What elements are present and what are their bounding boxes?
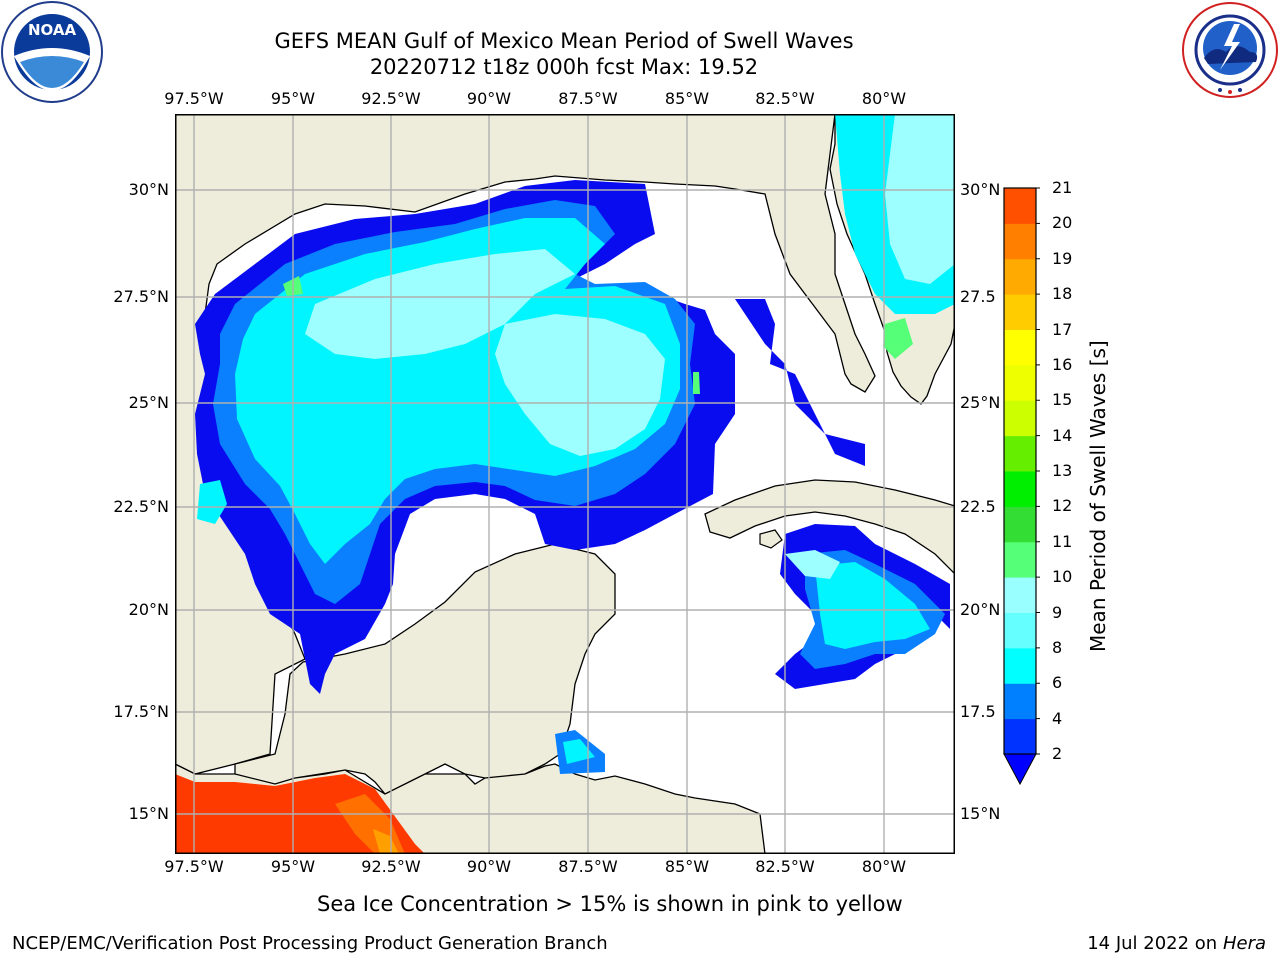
colorbar-tick-label: 12	[1052, 496, 1073, 516]
lon-tick-bottom: 97.5°W	[164, 857, 224, 876]
colorbar	[1000, 186, 1040, 786]
colorbar-tick-label: 8	[1052, 637, 1063, 657]
lat-tick-left: 30°N	[128, 180, 169, 199]
colorbar-swatch	[1004, 647, 1036, 684]
footer-host: Hera	[1222, 933, 1266, 954]
lon-tick-bottom: 95°W	[270, 857, 316, 876]
land-cuba	[704, 479, 956, 576]
colorbar-tick-label: 6	[1052, 673, 1063, 693]
colorbar-tick-label: 11	[1052, 531, 1073, 551]
colorbar-swatch	[1004, 506, 1036, 543]
lon-tick-bottom: 85°W	[664, 857, 710, 876]
colorbar-swatch	[1004, 294, 1036, 330]
colorbar-tick-label: 13	[1052, 461, 1073, 480]
colorbar-tick-label: 18	[1052, 284, 1073, 304]
noaa-logo-text: NOAA	[28, 21, 77, 39]
colorbar-tick-label: 16	[1052, 354, 1073, 374]
lat-tick-left: 22.5°N	[113, 497, 169, 516]
colorbar-label: Mean Period of Swell Waves [s]	[1086, 340, 1110, 652]
lat-tick-right: 27.5	[960, 287, 996, 306]
colorbar-under-triangle	[1003, 753, 1037, 786]
colorbar-swatch	[1004, 683, 1036, 720]
map-canvas	[174, 113, 956, 855]
footer-credit: NCEP/EMC/Verification Post Processing Pr…	[12, 933, 608, 954]
lat-tick-right: 17.5	[960, 702, 996, 721]
noaa-logo: NOAA	[0, 0, 105, 105]
lat-tick-right: 15°N	[960, 804, 1001, 823]
lon-tick-top: 90°W	[466, 89, 512, 108]
lat-tick-left: 17.5°N	[113, 702, 169, 721]
colorbar-swatch	[1004, 223, 1036, 260]
lon-tick-bottom: 90°W	[466, 857, 512, 876]
lat-tick-right: 25°N	[960, 393, 1001, 412]
colorbar-tick-label: 15	[1052, 390, 1073, 410]
nws-logo	[1180, 0, 1280, 100]
colorbar-tick-label: 21	[1052, 178, 1073, 197]
colorbar-tick-label: 14	[1052, 425, 1073, 445]
graticule	[175, 114, 955, 854]
map-title: GEFS MEAN Gulf of Mexico Mean Period of …	[274, 29, 854, 53]
colorbar-swatch	[1004, 612, 1036, 649]
lon-tick-top: 92.5°W	[361, 89, 421, 108]
colorbar-tick-label: 4	[1052, 708, 1063, 728]
colorbar-swatch	[1004, 400, 1036, 437]
colorbar-tick-label: 2	[1052, 744, 1063, 763]
colorbar-swatch	[1004, 577, 1036, 613]
colorbar-swatch	[1004, 471, 1036, 507]
lat-tick-left: 25°N	[128, 393, 169, 412]
lat-tick-left: 27.5°N	[113, 287, 169, 306]
lon-tick-bottom: 92.5°W	[361, 857, 421, 876]
lon-tick-top: 85°W	[664, 89, 710, 108]
colorbar-tick-label: 17	[1052, 319, 1073, 339]
colorbar-swatch	[1004, 435, 1036, 472]
footer-date-text: 14 Jul 2022 on	[1087, 933, 1218, 954]
colorbar-swatch	[1004, 718, 1036, 755]
map-subtitle: 20220712 t18z 000h fcst Max: 19.52	[369, 55, 759, 79]
lon-tick-bottom: 80°W	[861, 857, 907, 876]
lon-tick-top: 95°W	[270, 89, 316, 108]
lat-tick-right: 30°N	[960, 180, 1001, 199]
lon-tick-top: 97.5°W	[164, 89, 224, 108]
colorbar-swatch	[1004, 329, 1036, 366]
lon-tick-top: 87.5°W	[558, 89, 618, 108]
colorbar-swatch	[1004, 188, 1036, 224]
footer-date: 14 Jul 2022 on Hera	[1087, 933, 1266, 954]
lat-tick-right: 20°N	[960, 600, 1001, 619]
colorbar-swatch	[1004, 364, 1036, 401]
lon-tick-bottom: 87.5°W	[558, 857, 618, 876]
colorbar-tick-label: 20	[1052, 213, 1073, 233]
swell-field-light-cyan	[305, 249, 575, 359]
colorbar-tick-label: 19	[1052, 248, 1073, 268]
colorbar-tick-label: 10	[1052, 567, 1073, 587]
colorbar-swatch	[1004, 541, 1036, 578]
lat-tick-left: 20°N	[128, 600, 169, 619]
lon-tick-top: 80°W	[861, 89, 907, 108]
land-isle-of-youth	[759, 529, 783, 549]
lat-tick-left: 15°N	[128, 804, 169, 823]
lon-tick-top: 82.5°W	[755, 89, 815, 108]
colorbar-swatch	[1004, 258, 1036, 295]
colorbar-tick-label: 9	[1052, 602, 1063, 622]
lat-tick-right: 22.5	[960, 497, 996, 516]
sea-ice-note: Sea Ice Concentration > 15% is shown in …	[317, 892, 903, 916]
map-panel	[174, 113, 956, 855]
lon-tick-bottom: 82.5°W	[755, 857, 815, 876]
colorbar-ticks: 2 4 6 8 9 10 11 12 13 14 15 16 17 18 19 20 21	[1052, 179, 1092, 786]
